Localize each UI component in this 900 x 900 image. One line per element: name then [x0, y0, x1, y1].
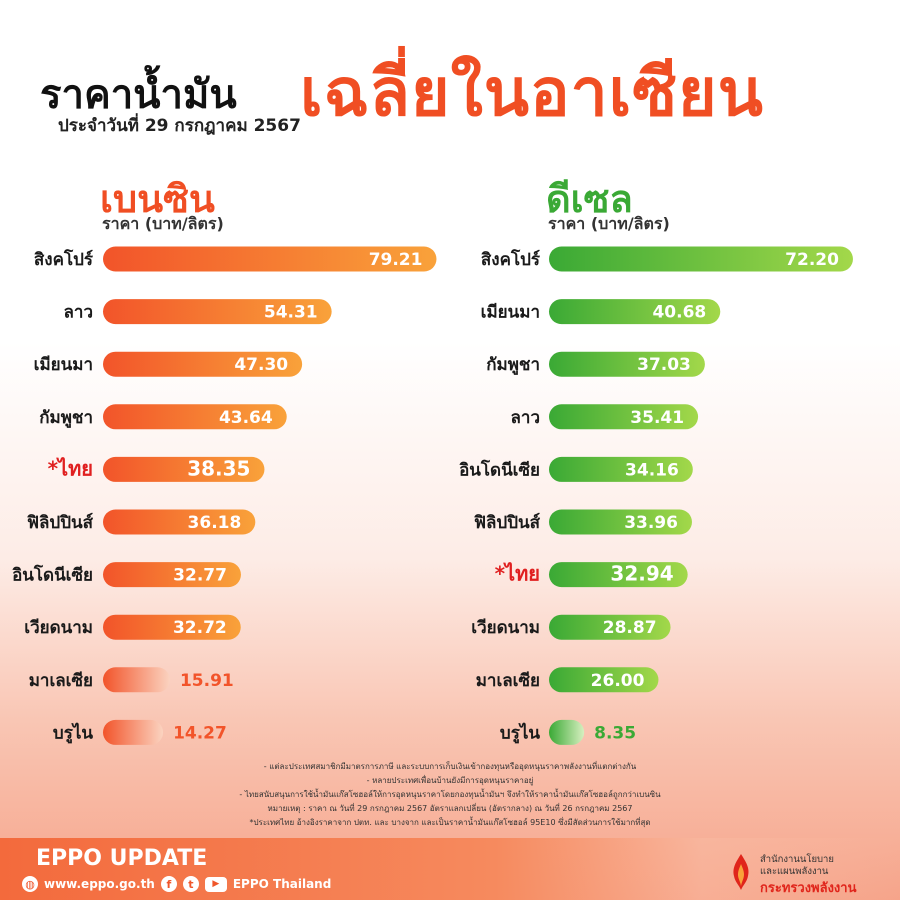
gasoline-category-label: ลาว: [63, 303, 93, 323]
diesel-bar: [549, 246, 853, 272]
gasoline-bar: [103, 404, 287, 430]
gasoline-bar: [103, 509, 256, 535]
gasoline-value-label: 36.18: [188, 513, 242, 533]
gasoline-bar: [103, 299, 332, 325]
website-link[interactable]: www.eppo.go.th: [44, 877, 155, 891]
gasoline-value-label: 47.30: [234, 355, 288, 375]
gasoline-category-label: ฟิลิปปินส์: [27, 512, 94, 533]
diesel-category-label: *ไทย: [495, 562, 540, 586]
youtube-icon[interactable]: ▶: [204, 876, 227, 892]
footer-links: ◍ www.eppo.go.th f t ▶ EPPO Thailand: [22, 876, 331, 892]
page-title: ราคาน้ำมัน: [40, 72, 237, 118]
diesel-value-label: 8.35: [594, 723, 636, 743]
gasoline-value-label: 32.72: [173, 618, 227, 638]
gasoline-category-label: *ไทย: [48, 456, 93, 480]
diesel-bar: [549, 509, 692, 535]
diesel-bar: [549, 351, 705, 377]
diesel-value-label: 26.00: [591, 671, 645, 691]
diesel-category-label: กัมพูชา: [486, 355, 540, 376]
diesel-value-label: 33.96: [624, 513, 678, 533]
eppo-logo-icon: [733, 854, 749, 890]
gasoline-category-label: บรูไน: [53, 722, 93, 744]
ministry-name: กระทรวงพลังงาน: [760, 881, 857, 896]
diesel-bar: [549, 614, 671, 640]
facebook-icon[interactable]: f: [160, 876, 177, 892]
diesel-category-label: เมียนมา: [481, 302, 540, 323]
gasoline-value-label: 38.35: [187, 456, 250, 480]
globe-icon: ◍: [22, 876, 38, 892]
social-handle[interactable]: EPPO Thailand: [232, 877, 332, 891]
diesel-section-title: ดีเซล: [546, 177, 633, 221]
diesel-value-label: 28.87: [603, 618, 657, 638]
gasoline-value-label: 14.27: [173, 723, 227, 743]
gasoline-category-label: อินโดนีเซีย: [12, 565, 93, 586]
gasoline-value-label: 15.91: [180, 671, 234, 691]
gasoline-unit-label: ราคา (บาท/ลิตร): [102, 214, 224, 233]
gasoline-value-label: 54.31: [264, 303, 318, 323]
diesel-category-label: มาเลเซีย: [476, 670, 540, 691]
diesel-bar: [549, 562, 688, 588]
gasoline-category-label: สิงคโปร์: [34, 249, 94, 270]
diesel-category-label: เวียดนาม: [471, 617, 540, 638]
note-tax-measures: - แต่ละประเทศสมาชิกมีมาตรการภาษี และระบบ…: [263, 762, 637, 771]
gasoline-bar: [103, 351, 303, 377]
diesel-value-label: 72.20: [785, 250, 839, 270]
footer-band: [0, 838, 900, 900]
gasoline-value-label: 43.64: [219, 408, 273, 428]
gasoline-bar: [103, 614, 241, 640]
diesel-unit-label: ราคา (บาท/ลิตร): [548, 214, 670, 233]
footnotes: - แต่ละประเทศสมาชิกมีมาตรการภาษี และระบบ…: [0, 760, 900, 830]
note-gasohol-subsidy: - ไทยสนับสนุนการใช้น้ำมันแก๊สโซฮอล์ให้กา…: [239, 790, 661, 799]
brand-label: EPPO UPDATE: [36, 846, 208, 871]
date-subtitle: ประจำวันที่ 29 กรกฎาคม 2567: [58, 116, 301, 136]
diesel-bar: [549, 299, 721, 325]
gasoline-bar: [103, 456, 265, 482]
note-subsidies: - หลายประเทศเพื่อนบ้านยังมีการอุดหนุนราค…: [366, 776, 534, 785]
gasoline-category-label: เมียนมา: [34, 354, 93, 375]
note-price-date: หมายเหตุ : ราคา ณ วันที่ 29 กรกฎาคม 2567…: [267, 804, 633, 813]
diesel-category-label: บรูไน: [500, 722, 540, 744]
gasoline-bar: [103, 719, 164, 745]
diesel-category-label: ฟิลิปปินส์: [474, 512, 541, 533]
gasoline-category-label: มาเลเซีย: [29, 670, 93, 691]
diesel-value-label: 40.68: [652, 303, 706, 323]
gasoline-category-label: กัมพูชา: [39, 408, 93, 429]
gasoline-category-label: เวียดนาม: [24, 617, 93, 638]
diesel-bar: [549, 667, 659, 693]
gasoline-bar: [103, 246, 437, 272]
gasoline-bar: [103, 667, 170, 693]
twitter-icon[interactable]: t: [182, 876, 199, 892]
page-title-accent: เฉลี่ยในอาเซียน: [300, 54, 764, 131]
diesel-value-label: 32.94: [610, 562, 673, 586]
org-name-line2: และแผนพลังงาน: [760, 866, 829, 877]
diesel-category-label: อินโดนีเซีย: [459, 459, 540, 480]
diesel-category-label: ลาว: [510, 408, 540, 428]
diesel-value-label: 35.41: [630, 408, 684, 428]
gasoline-value-label: 79.21: [369, 250, 423, 270]
diesel-bar: [549, 404, 699, 430]
diesel-bar: [549, 719, 585, 745]
note-thailand-reference: *ประเทศไทย อ้างอิงราคาจาก ปตท. และ บางจา…: [249, 818, 651, 827]
org-name-line1: สำนักงานนโยบาย: [760, 854, 834, 865]
diesel-category-label: สิงคโปร์: [481, 249, 541, 270]
gasoline-value-label: 32.77: [173, 566, 227, 586]
diesel-bar: [549, 456, 693, 482]
asean-fuel-price-chart: สิงคโปร์ 79.21 ลาว 54.31 เมียนมา 47.30 กัมพูชา…: [12, 246, 853, 745]
diesel-value-label: 34.16: [625, 460, 679, 480]
diesel-value-label: 37.03: [637, 355, 691, 375]
gasoline-bar: [103, 562, 241, 588]
gasoline-section-title: เบนซิน: [100, 177, 215, 221]
